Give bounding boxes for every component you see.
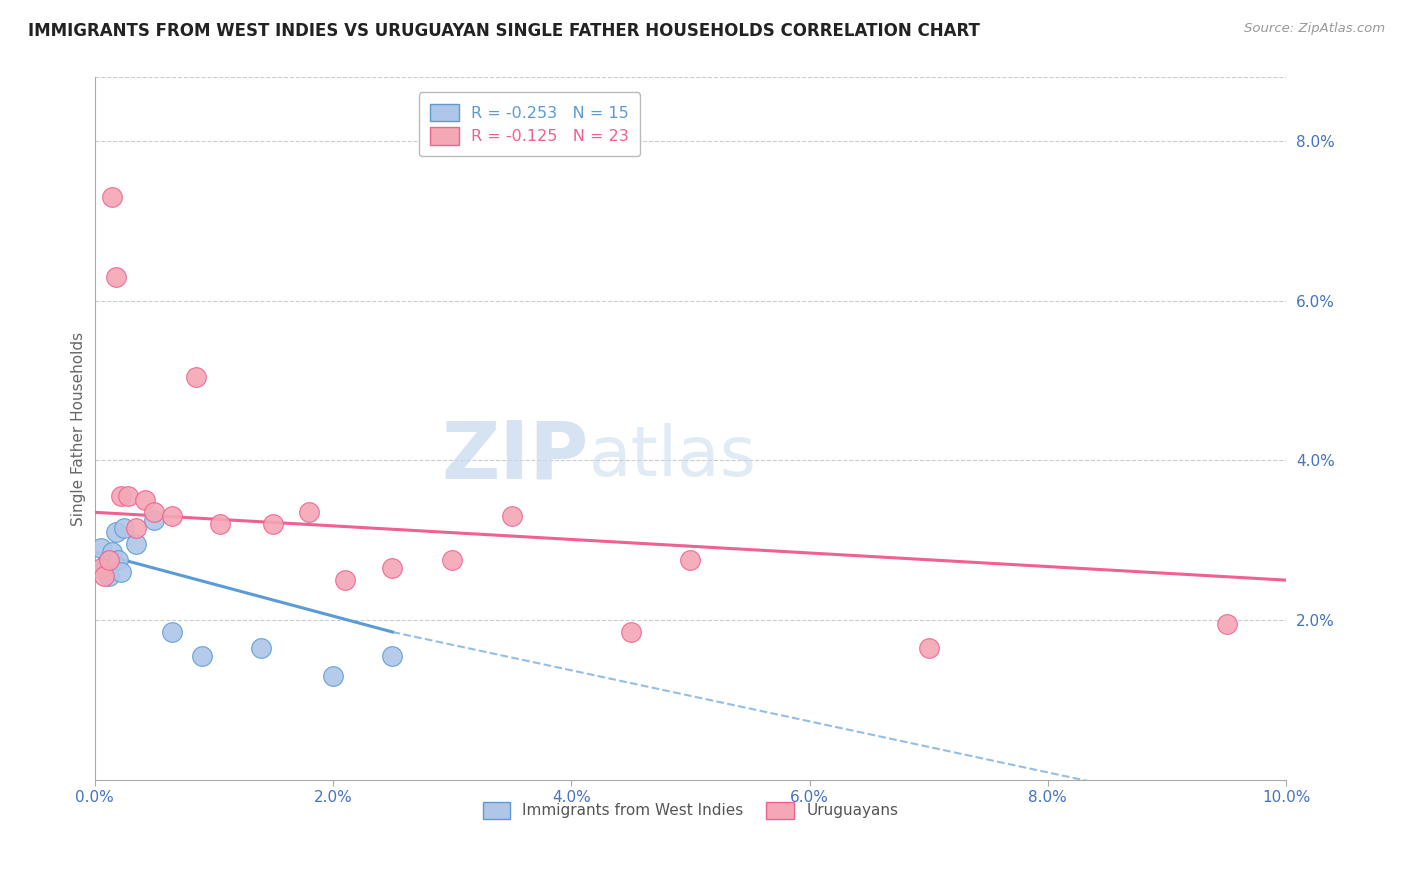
Point — [381, 648, 404, 663]
Point — [105, 525, 128, 540]
Point — [333, 573, 356, 587]
Point — [90, 541, 112, 556]
Text: atlas: atlas — [589, 423, 756, 490]
Point — [298, 505, 321, 519]
Point — [107, 553, 129, 567]
Point — [381, 561, 404, 575]
Point — [191, 648, 214, 663]
Point — [97, 569, 120, 583]
Point — [97, 553, 120, 567]
Point — [918, 640, 941, 655]
Point — [208, 517, 231, 532]
Point — [250, 640, 273, 655]
Point — [134, 493, 156, 508]
Point — [184, 369, 207, 384]
Point — [101, 545, 124, 559]
Point — [117, 489, 139, 503]
Point — [125, 521, 148, 535]
Point — [96, 557, 118, 571]
Point — [262, 517, 284, 532]
Point — [110, 489, 132, 503]
Point — [93, 569, 115, 583]
Point — [90, 561, 112, 575]
Point — [143, 513, 166, 527]
Point — [125, 537, 148, 551]
Point — [322, 669, 344, 683]
Point — [501, 509, 523, 524]
Point — [101, 190, 124, 204]
Point — [679, 553, 702, 567]
Text: Source: ZipAtlas.com: Source: ZipAtlas.com — [1244, 22, 1385, 36]
Point — [112, 521, 135, 535]
Y-axis label: Single Father Households: Single Father Households — [72, 332, 86, 525]
Point — [160, 509, 183, 524]
Point — [105, 269, 128, 284]
Point — [143, 505, 166, 519]
Legend: Immigrants from West Indies, Uruguayans: Immigrants from West Indies, Uruguayans — [477, 796, 904, 824]
Point — [441, 553, 464, 567]
Point — [110, 565, 132, 579]
Point — [1215, 617, 1237, 632]
Point — [620, 625, 643, 640]
Text: ZIP: ZIP — [441, 417, 589, 496]
Point — [160, 625, 183, 640]
Text: IMMIGRANTS FROM WEST INDIES VS URUGUAYAN SINGLE FATHER HOUSEHOLDS CORRELATION CH: IMMIGRANTS FROM WEST INDIES VS URUGUAYAN… — [28, 22, 980, 40]
